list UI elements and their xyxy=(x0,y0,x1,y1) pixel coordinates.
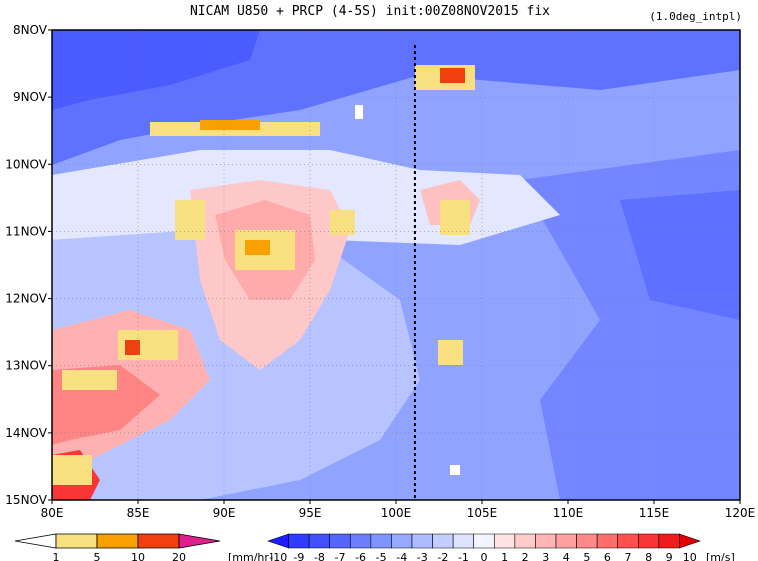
u850-colorbar-swatch xyxy=(555,533,577,549)
y-tick-label: 11NOV xyxy=(5,224,47,238)
y-tick-label: 15NOV xyxy=(5,493,47,507)
u850-colorbar-swatch xyxy=(308,533,331,549)
u850-colorbar-swatch xyxy=(596,533,619,549)
prcp-patch-e-core xyxy=(125,340,140,355)
prcp-patch-d xyxy=(440,200,470,235)
prcp-colorbar-label: 10 xyxy=(131,551,145,561)
y-tick-label: 10NOV xyxy=(5,157,47,171)
u850-colorbar-label: -2 xyxy=(437,551,448,561)
x-axis-ticks: 80E 85E 90E 95E 100E 105E 110E 115E 120E xyxy=(41,500,756,520)
x-tick-label: 115E xyxy=(639,506,670,520)
prcp-patch-g xyxy=(52,455,92,485)
y-axis-ticks: 8NOV 9NOV 10NOV 11NOV 12NOV 13NOV 14NOV 15NOV xyxy=(5,23,52,507)
prcp-colorbar-label: 5 xyxy=(94,551,101,561)
u850-colorbar-label: 10 xyxy=(683,551,697,561)
u850-colorbar-swatch xyxy=(432,533,454,549)
u850-colorbar-swatch xyxy=(473,533,495,549)
u850-colorbar-swatch xyxy=(637,533,660,549)
u850-colorbar-label: 5 xyxy=(583,551,590,561)
u850-region-strongest-blue xyxy=(52,30,260,110)
prcp-overlay xyxy=(52,65,475,485)
prcp-patch-white-2 xyxy=(355,105,363,119)
x-tick-label: 100E xyxy=(381,506,412,520)
u850-colorbar-label: 6 xyxy=(604,551,611,561)
u850-colorbar-swatch xyxy=(288,533,310,549)
x-tick-label: 90E xyxy=(213,506,236,520)
u850-colorbar-swatch xyxy=(658,533,680,549)
prcp-colorbar-label: 20 xyxy=(172,551,186,561)
u850-colorbar-swatch xyxy=(267,533,289,549)
x-tick-label: 85E xyxy=(127,506,150,520)
u850-colorbar-label: 4 xyxy=(563,551,570,561)
u850-colorbar-label: -5 xyxy=(376,551,387,561)
prcp-colorbar-swatch xyxy=(55,533,98,549)
prcp-colorbar: 1 5 10 20 [mm/hr] xyxy=(14,533,273,561)
u850-colorbar-label: 1 xyxy=(501,551,508,561)
y-tick-label: 8NOV xyxy=(13,23,48,37)
x-tick-label: 105E xyxy=(467,506,498,520)
chart-subtitle: (1.0deg_intpl) xyxy=(649,10,742,23)
prcp-colorbar-label: 1 xyxy=(53,551,60,561)
u850-colorbar-label: -7 xyxy=(335,551,346,561)
chart-title: NICAM U850 + PRCP (4-5S) init:00Z08NOV20… xyxy=(190,4,550,19)
prcp-colorbar-unit: [mm/hr] xyxy=(228,551,273,561)
u850-colorbar-swatch xyxy=(370,533,392,549)
u850-colorbar-label: -8 xyxy=(314,551,325,561)
prcp-patch-h xyxy=(438,340,463,365)
u850-colorbar-swatch xyxy=(514,533,536,549)
grid-lines xyxy=(52,30,740,500)
u850-colorbar-label: -4 xyxy=(396,551,407,561)
u850-colorbar-swatch xyxy=(576,533,598,549)
u850-colorbar-label: -10 xyxy=(269,551,287,561)
prcp-colorbar-swatch xyxy=(14,533,57,549)
prcp-patch-white xyxy=(450,465,460,475)
prcp-patch-f xyxy=(62,370,117,390)
prcp-patch-ne-core xyxy=(440,68,465,83)
u850-colorbar-label: 2 xyxy=(522,551,529,561)
u850-colorbar-swatch xyxy=(535,533,557,549)
u850-colorbar-unit: [m/s] xyxy=(706,551,735,561)
y-tick-label: 9NOV xyxy=(13,90,48,104)
u850-colorbar-swatch xyxy=(493,533,516,549)
prcp-patch-b-core xyxy=(245,240,270,255)
u850-colorbar-label: -1 xyxy=(458,551,469,561)
u850-colorbar-swatch xyxy=(617,533,639,549)
u850-colorbar-swatch xyxy=(452,533,475,549)
u850-colorbar-label: -6 xyxy=(355,551,366,561)
prcp-colorbar-swatch xyxy=(96,533,139,549)
u850-colorbar-label: 0 xyxy=(481,551,488,561)
y-tick-label: 12NOV xyxy=(5,292,47,306)
u850-colorbar-label: 9 xyxy=(666,551,673,561)
x-tick-label: 110E xyxy=(553,506,584,520)
plot-area xyxy=(52,30,740,500)
u850-colorbar-label: 8 xyxy=(645,551,652,561)
u850-region-blue-east-core xyxy=(620,190,740,320)
prcp-patch-a xyxy=(175,200,205,240)
u850-colorbar-swatch xyxy=(329,533,351,549)
u850-colorbar: -10 -9 -8 -7 -6 -5 -4 -3 -2 -1 0 1 2 3 4 5 6 7 8 9 10 [m/s] xyxy=(267,533,735,561)
y-tick-label: 14NOV xyxy=(5,426,47,440)
u850-colorbar-swatch xyxy=(391,533,413,549)
y-tick-label: 13NOV xyxy=(5,359,47,373)
prcp-colorbar-swatch xyxy=(178,533,221,549)
u850-colorbar-swatch xyxy=(411,533,433,549)
u850-colorbar-swatch xyxy=(349,533,372,549)
u850-colorbar-swatch xyxy=(679,533,701,549)
x-tick-label: 80E xyxy=(41,506,64,520)
u850-colorbar-label: -9 xyxy=(293,551,304,561)
prcp-band-9nov-core xyxy=(200,120,260,130)
u850-colorbar-label: 7 xyxy=(625,551,632,561)
u850-colorbar-label: -3 xyxy=(417,551,428,561)
prcp-colorbar-swatch xyxy=(137,533,180,549)
u850-colorbar-label: 3 xyxy=(542,551,549,561)
x-tick-label: 120E xyxy=(725,506,756,520)
x-tick-label: 95E xyxy=(299,506,322,520)
prcp-patch-c xyxy=(330,210,355,235)
